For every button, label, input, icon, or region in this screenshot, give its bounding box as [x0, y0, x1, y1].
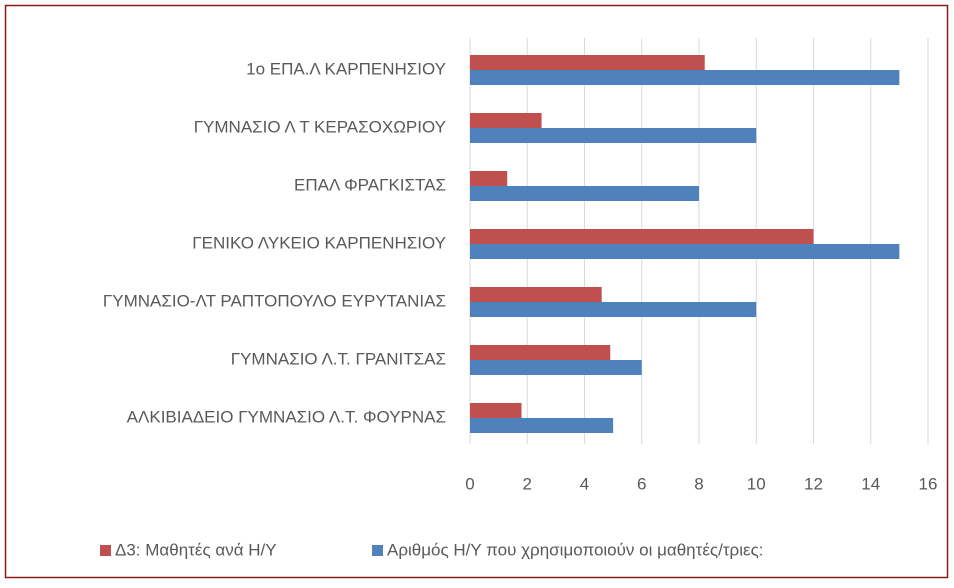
bar: [470, 360, 642, 375]
bar: [470, 128, 757, 143]
bar: [470, 229, 814, 244]
bar: [470, 186, 699, 201]
bar: [470, 418, 614, 433]
x-tick-label: 6: [637, 474, 646, 493]
x-tick-label: 14: [861, 474, 880, 493]
y-tick-label: 1ο ΕΠΑ.Λ ΚΑΡΠΕΝΗΣΙΟΥ: [246, 59, 446, 78]
bar: [470, 70, 900, 85]
x-tick-label: 4: [580, 474, 589, 493]
y-tick-label: ΓΥΜΝΑΣΙΟ Λ Τ ΚΕΡΑΣΟΧΩΡΙΟΥ: [194, 117, 446, 136]
x-tick-label: 2: [523, 474, 532, 493]
legend-label: Αριθμός Η/Υ που χρησιμοποιούν οι μαθητές…: [387, 540, 764, 559]
y-tick-label: ΓΥΜΝΑΣΙΟ-ΛΤ ΡΑΠΤΟΠΟΥΛΟ ΕΥΡΥΤΑΝΙΑΣ: [103, 291, 446, 310]
legend-label: Δ3: Μαθητές ανά Η/Υ: [115, 540, 277, 559]
bar: [470, 55, 705, 70]
bar: [470, 287, 602, 302]
bar: [470, 244, 900, 259]
bar: [470, 403, 522, 418]
x-tick-label: 10: [747, 474, 766, 493]
bar: [470, 113, 542, 128]
legend-swatch: [100, 545, 111, 556]
x-tick-label: 8: [694, 474, 703, 493]
bar: [470, 345, 611, 360]
y-tick-label: ΓΕΝΙΚΟ ΛΥΚΕΙΟ ΚΑΡΠΕΝΗΣΙΟΥ: [192, 233, 446, 252]
y-tick-label: ΓΥΜΝΑΣΙΟ Λ.Τ. ΓΡΑΝΙΤΣΑΣ: [231, 349, 446, 368]
bar: [470, 171, 508, 186]
legend-swatch: [372, 545, 383, 556]
x-tick-label: 16: [919, 474, 938, 493]
x-tick-label: 0: [465, 474, 474, 493]
bar: [470, 302, 757, 317]
y-tick-label: ΕΠΑΛ ΦΡΑΓΚΙΣΤΑΣ: [294, 175, 446, 194]
x-tick-label: 12: [804, 474, 823, 493]
y-tick-label: ΑΛΚΙΒΙΑΔΕΙΟ ΓΥΜΝΑΣΙΟ Λ.Τ. ΦΟΥΡΝΑΣ: [127, 407, 446, 426]
